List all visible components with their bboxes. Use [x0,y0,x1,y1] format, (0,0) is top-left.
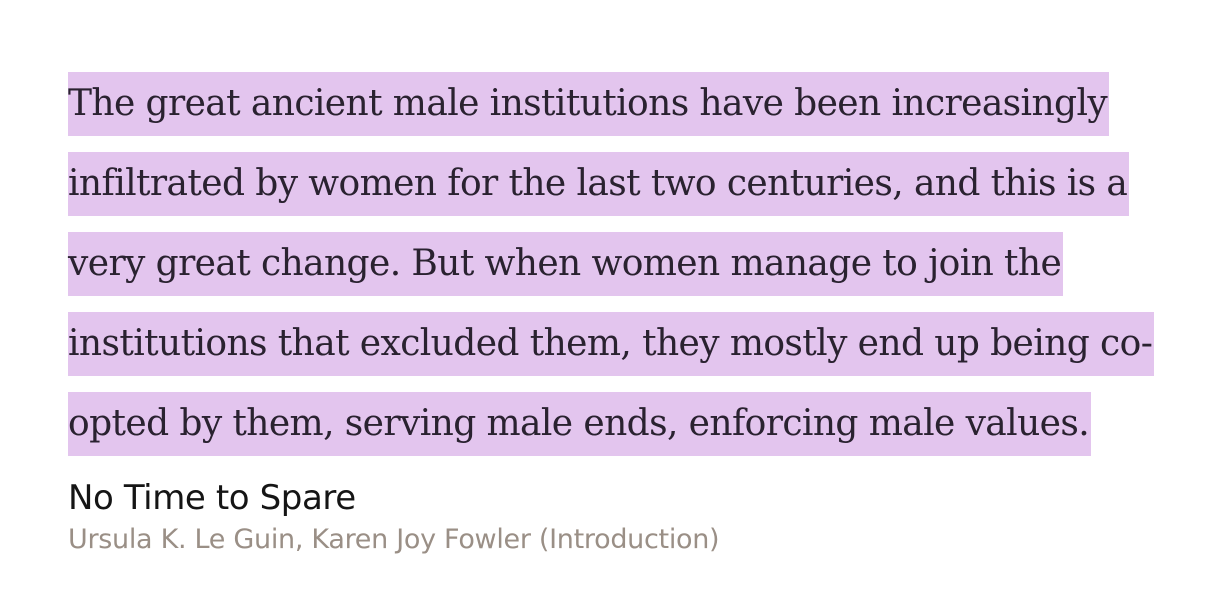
quote-line: infiltrated by women for the last two ce… [68,152,1216,232]
quote-line-text: institutions that excluded them, they mo… [68,312,1155,376]
book-title: No Time to Spare [68,478,356,518]
quote-line: opted by them, serving male ends, enforc… [68,392,1216,472]
highlighted-quote[interactable]: The great ancient male institutions have… [68,72,1216,472]
quote-line-text: opted by them, serving male ends, enforc… [68,392,1092,456]
quote-line-text: infiltrated by women for the last two ce… [68,152,1130,216]
book-author: Ursula K. Le Guin, Karen Joy Fowler (Int… [68,524,720,555]
quote-line: The great ancient male institutions have… [68,72,1216,152]
quote-line-text: very great change. But when women manage… [68,232,1064,296]
quote-line: institutions that excluded them, they mo… [68,312,1216,392]
quote-line: very great change. But when women manage… [68,232,1216,312]
quote-line-text: The great ancient male institutions have… [68,72,1110,136]
